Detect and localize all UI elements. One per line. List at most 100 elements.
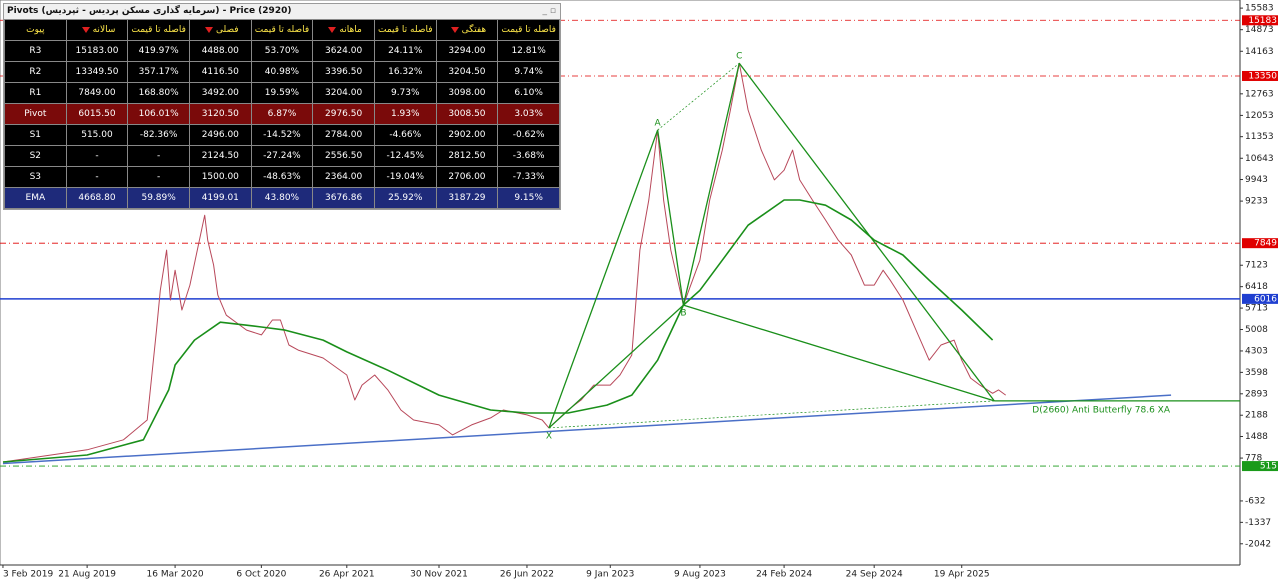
y-tick-label: -2042 bbox=[1245, 539, 1271, 549]
y-tick-label: 9233 bbox=[1245, 197, 1268, 207]
y-tick-label: 5008 bbox=[1245, 325, 1268, 335]
pattern-point-label: B bbox=[680, 309, 686, 319]
table-row: EMA 4668.80 59.89% 4199.01 43.80% 3676.86 25.9… bbox=[4, 187, 560, 209]
level-tag bbox=[1242, 238, 1278, 249]
header-text: سالانه bbox=[92, 25, 116, 35]
pattern-point-label: A bbox=[655, 119, 662, 129]
table-row: R3 15183.00 419.97% 4488.00 53.70% 3624.00 24.… bbox=[4, 40, 560, 62]
table-cell: -12.45% bbox=[373, 145, 437, 167]
level-label: 7849 bbox=[1254, 239, 1277, 249]
table-cell: 1500.00 bbox=[188, 166, 252, 188]
pattern-leg bbox=[683, 304, 995, 402]
panel-title-bar: Pivots (سرمایه گذاری مسکن پردیس - ثپردیس… bbox=[4, 4, 560, 19]
x-tick-label: 30 Nov 2021 bbox=[410, 570, 468, 580]
table-cell: 357.17% bbox=[127, 61, 190, 83]
table-cell: R1 bbox=[4, 82, 67, 104]
level-tag bbox=[1242, 15, 1278, 26]
pattern-leg bbox=[682, 63, 740, 306]
table-cell: 12.81% bbox=[497, 40, 560, 62]
y-tick-label: 7123 bbox=[1245, 261, 1268, 271]
table-cell: -0.62% bbox=[497, 124, 560, 146]
table-cell: 6015.50 bbox=[65, 103, 129, 125]
table-row: Pivot 6015.50 106.01% 3120.50 6.87% 2976.50 1.… bbox=[4, 103, 560, 125]
table-cell: 24.11% bbox=[373, 40, 437, 62]
table-cell: -4.66% bbox=[373, 124, 437, 146]
table-cell: 2496.00 bbox=[188, 124, 252, 146]
trendline bbox=[2, 394, 1172, 465]
y-tick-label: 9943 bbox=[1245, 175, 1268, 185]
header-text: فاصله تا قیمت bbox=[254, 25, 310, 35]
level-label: 515 bbox=[1260, 462, 1277, 472]
pivot-table: پیوت سالانه فاصله تا قیمت فصلی فاصله تا قیمت… bbox=[4, 19, 560, 209]
level-label: 13350 bbox=[1248, 71, 1277, 81]
table-cell: 16.32% bbox=[373, 61, 437, 83]
table-cell: 3187.29 bbox=[435, 187, 499, 209]
pattern-leg bbox=[548, 304, 684, 429]
table-cell: 515.00 bbox=[65, 124, 129, 146]
y-tick-label: 5713 bbox=[1245, 304, 1268, 314]
x-tick-label: 26 Jun 2022 bbox=[500, 570, 554, 580]
table-cell: 9.73% bbox=[373, 82, 437, 104]
level-label: 6016 bbox=[1254, 294, 1277, 304]
table-cell: -19.04% bbox=[373, 166, 437, 188]
x-tick-label: 3 Feb 2019 bbox=[3, 570, 54, 580]
table-cell: 25.92% bbox=[373, 187, 437, 209]
header-cell: ماهانه bbox=[312, 19, 375, 41]
table-cell: 3008.50 bbox=[435, 103, 499, 125]
table-cell: 106.01% bbox=[127, 103, 190, 125]
table-cell: 53.70% bbox=[250, 40, 314, 62]
pattern-leg bbox=[548, 129, 659, 429]
sort-icon bbox=[450, 26, 459, 33]
table-cell: 419.97% bbox=[127, 40, 190, 62]
x-tick-label: 19 Apr 2025 bbox=[934, 570, 990, 580]
moving-average bbox=[2, 199, 994, 463]
y-tick-label: 6418 bbox=[1245, 282, 1268, 292]
panel-title: Pivots (سرمایه گذاری مسکن پردیس - ثپردیس… bbox=[7, 6, 292, 16]
x-tick-label: 16 Mar 2020 bbox=[147, 570, 204, 580]
table-cell: 168.80% bbox=[127, 82, 190, 104]
pivot-panel[interactable]: Pivots (سرمایه گذاری مسکن پردیس - ثپردیس… bbox=[3, 3, 561, 210]
table-cell: 2976.50 bbox=[312, 103, 375, 125]
x-tick-label: 21 Aug 2019 bbox=[58, 570, 116, 580]
table-cell: 4116.50 bbox=[188, 61, 252, 83]
header-cell: فاصله تا قیمت bbox=[127, 19, 190, 41]
table-cell: 3204.00 bbox=[312, 82, 375, 104]
pattern-leg bbox=[738, 62, 995, 402]
y-tick-label: 10643 bbox=[1245, 154, 1274, 164]
y-tick-label: 14873 bbox=[1245, 25, 1274, 35]
table-row: R1 7849.00 168.80% 3492.00 19.59% 3204.00 9.73… bbox=[4, 82, 560, 104]
y-tick-label: 12053 bbox=[1245, 111, 1274, 121]
table-cell: 2364.00 bbox=[312, 166, 375, 188]
table-cell: 19.59% bbox=[250, 82, 314, 104]
header-text: پیوت bbox=[26, 25, 45, 35]
level-tag bbox=[1242, 293, 1278, 304]
table-cell: -7.33% bbox=[497, 166, 560, 188]
y-tick-label: 2893 bbox=[1245, 389, 1268, 399]
table-cell: 2556.50 bbox=[312, 145, 375, 167]
table-cell: -82.36% bbox=[127, 124, 190, 146]
y-tick-label: 4303 bbox=[1245, 346, 1268, 356]
table-cell: - bbox=[65, 166, 129, 188]
table-cell: 2784.00 bbox=[312, 124, 375, 146]
x-tick-label: 26 Apr 2021 bbox=[319, 570, 375, 580]
table-cell: 4199.01 bbox=[188, 187, 252, 209]
y-tick-label: 1488 bbox=[1245, 432, 1268, 442]
y-tick-label: 3598 bbox=[1245, 368, 1268, 378]
table-cell: 3624.00 bbox=[312, 40, 375, 62]
table-cell: 2902.00 bbox=[435, 124, 499, 146]
header-cell: فاصله تا قیمت bbox=[497, 19, 560, 41]
y-tick-label: 778 bbox=[1245, 454, 1262, 464]
table-row: S1 515.00 -82.36% 2496.00 -14.52% 2784.00 -4.6… bbox=[4, 124, 560, 146]
header-cell: هفتگی bbox=[435, 19, 499, 41]
table-cell: - bbox=[65, 145, 129, 167]
header-text: ماهانه bbox=[339, 25, 362, 35]
table-cell: 2124.50 bbox=[188, 145, 252, 167]
y-tick-label: 2188 bbox=[1245, 411, 1268, 421]
pattern-point-label: X bbox=[546, 431, 552, 441]
table-cell: 4668.80 bbox=[65, 187, 129, 209]
y-tick-label: 11353 bbox=[1245, 132, 1274, 142]
y-tick-label: 12763 bbox=[1245, 89, 1274, 99]
window-controls[interactable]: _ ▫ bbox=[542, 6, 556, 16]
